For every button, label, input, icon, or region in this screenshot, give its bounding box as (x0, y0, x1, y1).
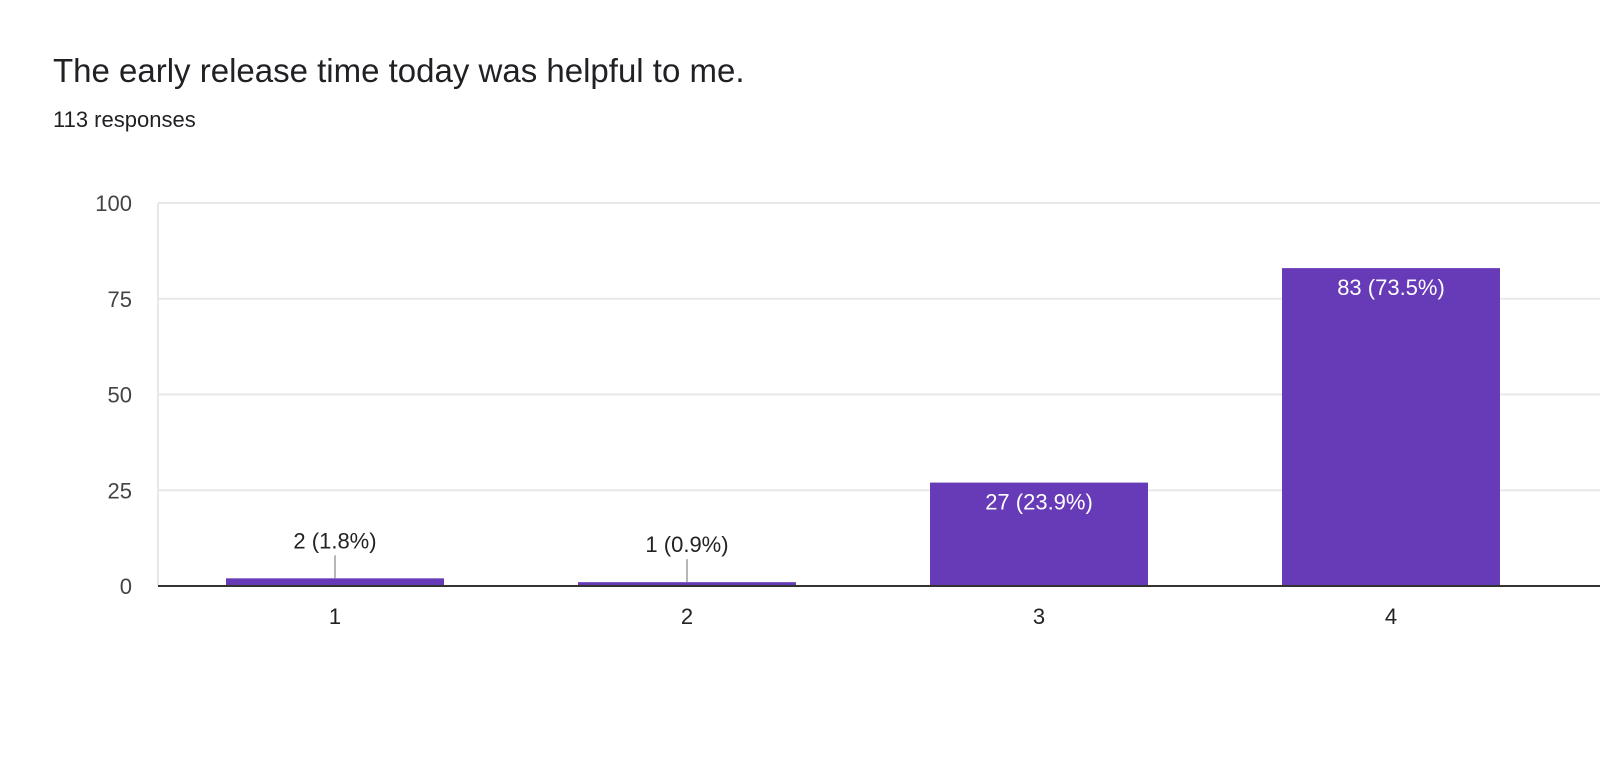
bar-1 (226, 578, 444, 586)
y-tick-label: 100 (95, 191, 132, 216)
y-axis-ticks: 0 25 50 75 100 (95, 191, 132, 599)
y-tick-label: 25 (108, 478, 132, 503)
x-tick-label: 3 (1033, 604, 1045, 629)
x-tick-label: 4 (1385, 604, 1397, 629)
x-tick-label: 1 (329, 604, 341, 629)
bar-3 (930, 482, 1148, 586)
y-tick-label: 50 (108, 383, 132, 408)
response-count: 113 responses (53, 107, 196, 132)
bars (226, 268, 1500, 586)
chart-title: The early release time today was helpful… (53, 52, 745, 89)
data-label: 2 (1.8%) (293, 528, 376, 553)
data-label: 27 (23.9%) (985, 490, 1093, 515)
data-label: 1 (0.9%) (645, 532, 728, 557)
data-labels: 2 (1.8%) 1 (0.9%) 27 (23.9%) 83 (73.5%) (293, 275, 1445, 583)
bar-4 (1282, 268, 1500, 586)
bar-2 (578, 582, 796, 586)
data-label: 83 (73.5%) (1337, 275, 1445, 300)
y-tick-label: 75 (108, 287, 132, 312)
x-axis-ticks: 1 2 3 4 (329, 604, 1397, 629)
x-tick-label: 2 (681, 604, 693, 629)
y-tick-label: 0 (120, 574, 132, 599)
